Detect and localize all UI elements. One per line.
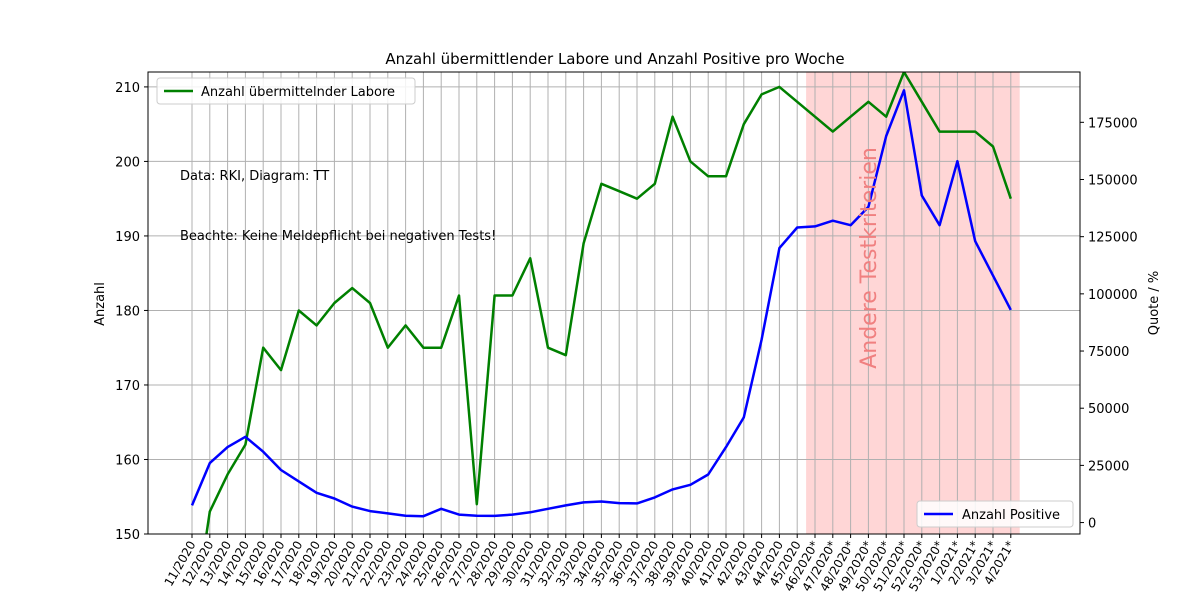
series-line-labore xyxy=(205,72,1012,534)
y-right-tick-label: 100000 xyxy=(1088,288,1138,303)
legend-positive-label: Anzahl Positive xyxy=(962,508,1060,523)
y-left-tick-label: 170 xyxy=(115,379,140,394)
y-right-tick-label: 175000 xyxy=(1088,116,1138,131)
y-left-tick-label: 150 xyxy=(115,528,140,543)
y-left-tick-label: 210 xyxy=(115,81,140,96)
y-left-tick-label: 180 xyxy=(115,304,140,319)
y-right-tick-label: 25000 xyxy=(1088,459,1129,474)
chart-title: Anzahl übermittlender Labore und Anzahl … xyxy=(385,50,844,68)
y-left-tick-label: 160 xyxy=(115,453,140,468)
shaded-region-label: Andere Testkriterien xyxy=(857,147,882,369)
plot-frame xyxy=(147,71,1081,535)
y-right-tick-label: 50000 xyxy=(1088,402,1129,417)
left-axis-label: Anzahl xyxy=(93,282,108,326)
legend-positive: Anzahl Positive xyxy=(916,500,1074,528)
legend-labore: Anzahl übermittelnder Labore xyxy=(156,77,416,105)
series-line-positive xyxy=(190,89,1012,518)
y-left-tick-label: 190 xyxy=(115,230,140,245)
y-left-tick-label: 200 xyxy=(115,155,140,170)
y-right-tick-label: 125000 xyxy=(1088,231,1138,246)
y-right-tick-label: 75000 xyxy=(1088,345,1129,360)
note-annotation: Beachte: Keine Meldepflicht bei negative… xyxy=(180,229,496,244)
source-annotation: Data: RKI, Diagram: TT xyxy=(180,169,329,184)
legend-labore-label: Anzahl übermittelnder Labore xyxy=(201,85,395,100)
right-axis-label: Quote / % xyxy=(1147,271,1162,336)
y-right-tick-label: 0 xyxy=(1088,517,1096,532)
y-right-tick-label: 150000 xyxy=(1088,173,1138,188)
